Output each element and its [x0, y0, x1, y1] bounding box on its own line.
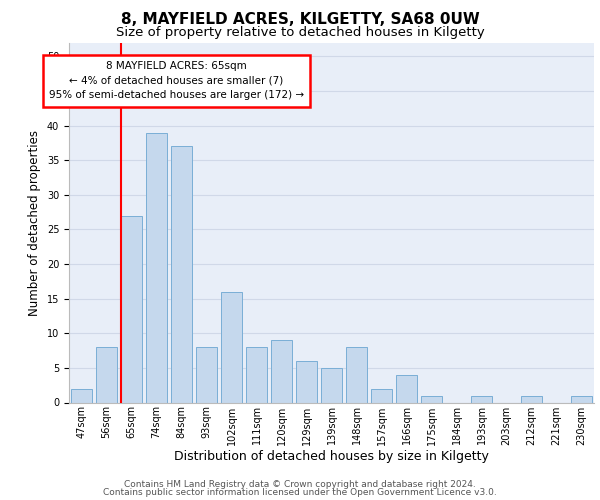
Bar	[396, 375, 417, 402]
X-axis label: Distribution of detached houses by size in Kilgetty: Distribution of detached houses by size …	[174, 450, 489, 463]
Bar	[321, 368, 342, 402]
Bar	[121, 216, 142, 402]
Bar	[171, 146, 192, 402]
Text: Contains HM Land Registry data © Crown copyright and database right 2024.: Contains HM Land Registry data © Crown c…	[124, 480, 476, 489]
Text: 8, MAYFIELD ACRES, KILGETTY, SA68 0UW: 8, MAYFIELD ACRES, KILGETTY, SA68 0UW	[121, 12, 479, 27]
Bar	[471, 396, 492, 402]
Bar	[196, 347, 217, 403]
Bar	[146, 132, 167, 402]
Bar	[571, 396, 592, 402]
Bar	[521, 396, 542, 402]
Text: 8 MAYFIELD ACRES: 65sqm
← 4% of detached houses are smaller (7)
95% of semi-deta: 8 MAYFIELD ACRES: 65sqm ← 4% of detached…	[49, 61, 304, 100]
Text: Size of property relative to detached houses in Kilgetty: Size of property relative to detached ho…	[116, 26, 484, 39]
Bar	[271, 340, 292, 402]
Bar	[71, 388, 92, 402]
Bar	[421, 396, 442, 402]
Bar	[346, 347, 367, 403]
Bar	[296, 361, 317, 403]
Bar	[221, 292, 242, 403]
Y-axis label: Number of detached properties: Number of detached properties	[28, 130, 41, 316]
Bar	[246, 347, 267, 403]
Bar	[371, 388, 392, 402]
Bar	[96, 347, 117, 403]
Text: Contains public sector information licensed under the Open Government Licence v3: Contains public sector information licen…	[103, 488, 497, 497]
